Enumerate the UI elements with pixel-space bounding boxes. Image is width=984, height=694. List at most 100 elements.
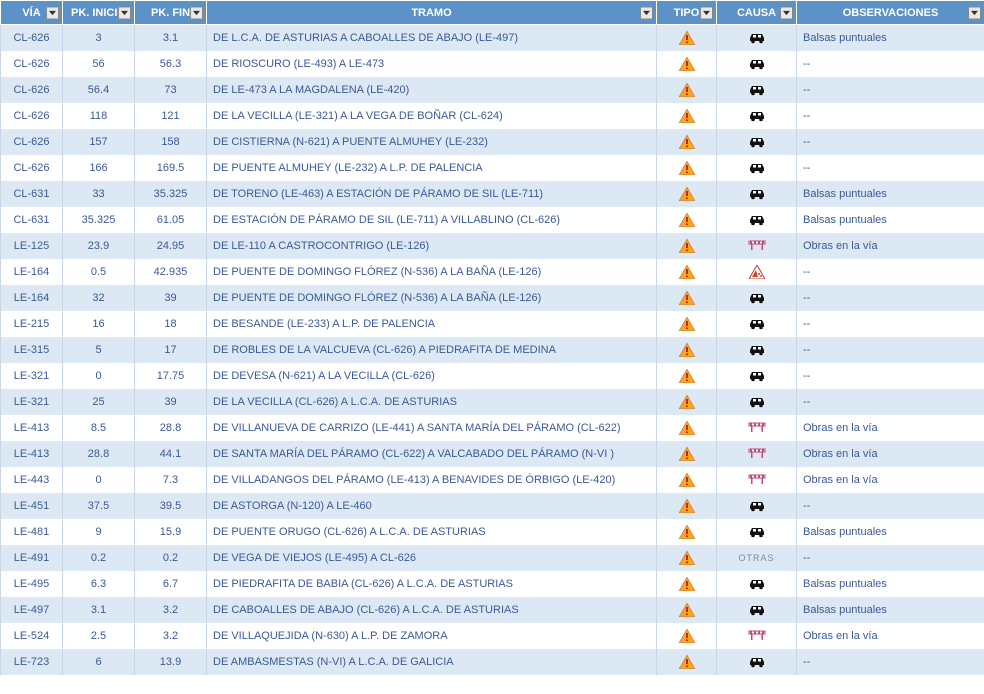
header-causa[interactable]: CAUSA [717,1,797,25]
cell-obs: Balsas puntuales [797,181,984,207]
warning-icon [663,109,710,123]
cell-tipo [657,129,717,155]
warning-icon [663,447,710,461]
filter-dropdown-icon[interactable] [968,6,981,19]
cell-tipo [657,389,717,415]
header-pkfin[interactable]: PK. FIN [135,1,207,25]
cell-tipo [657,467,717,493]
cell-pkfin: 3.2 [135,597,207,623]
cell-pkfin: 42.935 [135,259,207,285]
car-icon [723,58,790,70]
cell-via: LE-497 [1,597,63,623]
cell-pkini: 3.1 [63,597,135,623]
warning-icon [663,629,710,643]
cell-tramo: DE VILLAQUEJIDA (N-630) A L.P. DE ZAMORA [207,623,657,649]
cell-causa [717,623,797,649]
cell-tramo: DE ROBLES DE LA VALCUEVA (CL-626) A PIED… [207,337,657,363]
table-row: CL-626118121DE LA VECILLA (LE-321) A LA … [1,103,984,129]
cell-tramo: DE SANTA MARÍA DEL PÁRAMO (CL-622) A VAL… [207,441,657,467]
cell-causa [717,259,797,285]
table-row: LE-723613.9DE AMBASMESTAS (N-VI) A L.C.A… [1,649,984,675]
cell-via: LE-481 [1,519,63,545]
cell-via: LE-495 [1,571,63,597]
header-label: TRAMO [411,7,451,19]
cell-tramo: DE AMBASMESTAS (N-VI) A L.C.A. DE GALICI… [207,649,657,675]
cell-pkfin: 39 [135,389,207,415]
cell-pkini: 56.4 [63,77,135,103]
cell-tramo: DE PIEDRAFITA DE BABIA (CL-626) A L.C.A.… [207,571,657,597]
car-icon [723,188,790,200]
cell-pkini: 33 [63,181,135,207]
filter-dropdown-icon[interactable] [640,6,653,19]
cell-pkfin: 158 [135,129,207,155]
table-row: LE-315517DE ROBLES DE LA VALCUEVA (CL-62… [1,337,984,363]
cell-pkfin: 73 [135,77,207,103]
cell-pkfin: 28.8 [135,415,207,441]
cell-pkini: 37.5 [63,493,135,519]
cell-via: LE-451 [1,493,63,519]
cell-tramo: DE ESTACIÓN DE PÁRAMO DE SIL (LE-711) A … [207,207,657,233]
cell-obs: Balsas puntuales [797,571,984,597]
header-pkini[interactable]: PK. INICIO [63,1,135,25]
warning-icon [663,551,710,565]
cell-causa [717,389,797,415]
cell-obs: -- [797,51,984,77]
table-row: LE-4956.36.7DE PIEDRAFITA DE BABIA (CL-6… [1,571,984,597]
cell-causa [717,311,797,337]
car-icon [723,344,790,356]
cell-via: CL-626 [1,103,63,129]
car-icon [723,396,790,408]
cell-pkfin: 17.75 [135,363,207,389]
header-label: CAUSA [737,7,776,19]
cell-obs: Balsas puntuales [797,25,984,51]
cell-tipo [657,51,717,77]
cell-via: CL-626 [1,51,63,77]
filter-dropdown-icon[interactable] [780,6,793,19]
warning-icon [663,57,710,71]
cell-via: LE-443 [1,467,63,493]
filter-dropdown-icon[interactable] [190,6,203,19]
table-row: CL-626157158DE CISTIERNA (N-621) A PUENT… [1,129,984,155]
warning-icon [663,291,710,305]
cell-causa [717,467,797,493]
cell-via: LE-491 [1,545,63,571]
cell-tipo [657,181,717,207]
cell-pkfin: 3.2 [135,623,207,649]
cell-pkfin: 121 [135,103,207,129]
cell-causa [717,519,797,545]
cell-obs: Balsas puntuales [797,597,984,623]
cell-tramo: DE PUENTE ALMUHEY (LE-232) A L.P. DE PAL… [207,155,657,181]
roadworks-icon [723,630,790,642]
cell-via: LE-723 [1,649,63,675]
header-tipo[interactable]: TIPO [657,1,717,25]
cell-tramo: DE RIOSCURO (LE-493) A LE-473 [207,51,657,77]
roadworks-icon [723,240,790,252]
cell-pkfin: 169.5 [135,155,207,181]
header-tramo[interactable]: TRAMO [207,1,657,25]
header-obs[interactable]: OBSERVACIONES [797,1,984,25]
cell-pkini: 3 [63,25,135,51]
car-icon [723,292,790,304]
warning-icon [663,395,710,409]
filter-dropdown-icon[interactable] [46,6,59,19]
cell-via: LE-321 [1,389,63,415]
header-via[interactable]: VÍA [1,1,63,25]
cell-obs: Obras en la vía [797,441,984,467]
cell-pkfin: 7.3 [135,467,207,493]
cell-pkini: 6.3 [63,571,135,597]
cell-tramo: DE BESANDE (LE-233) A L.P. DE PALENCIA [207,311,657,337]
filter-dropdown-icon[interactable] [118,6,131,19]
warning-icon [663,499,710,513]
warning-icon [663,473,710,487]
warning-icon [663,343,710,357]
table-row: LE-481915.9DE PUENTE ORUGO (CL-626) A L.… [1,519,984,545]
cell-tipo [657,207,717,233]
cell-tipo [657,25,717,51]
cell-pkfin: 24.95 [135,233,207,259]
cell-tipo [657,571,717,597]
warning-icon [663,239,710,253]
cell-obs: Obras en la vía [797,467,984,493]
cell-causa [717,441,797,467]
filter-dropdown-icon[interactable] [700,6,713,19]
cell-tramo: DE PUENTE DE DOMINGO FLÓREZ (N-536) A LA… [207,259,657,285]
